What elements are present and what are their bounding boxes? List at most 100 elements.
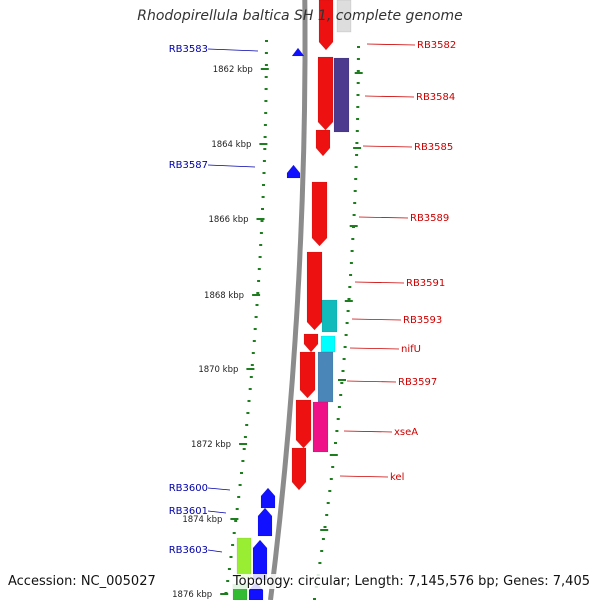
- gene-label-left: RB3600: [169, 483, 208, 494]
- tick-dot: [259, 244, 263, 246]
- tick-dot: [334, 442, 337, 444]
- tick-dot: [237, 496, 241, 498]
- gene-layer: [232, 0, 352, 601]
- gene-label-right: RB3591: [406, 278, 445, 289]
- tick-dot: [357, 46, 360, 48]
- tick-dot: [263, 148, 267, 150]
- gene-arrow: [286, 164, 301, 179]
- backbone-line: [268, 0, 308, 601]
- tick-dot: [261, 196, 265, 198]
- gene-label-left: RB3603: [169, 545, 208, 556]
- tick-dot: [258, 256, 262, 258]
- scale-label: 1864 kbp: [211, 140, 251, 150]
- gene-block: [317, 351, 334, 403]
- leader-line: [354, 281, 405, 284]
- tick-dot: [313, 598, 316, 600]
- tick-dot: [353, 190, 357, 192]
- scale-major-tick: [329, 454, 338, 456]
- tick-dot: [339, 394, 343, 396]
- tick-dot: [227, 568, 231, 570]
- tick-dot: [354, 178, 358, 180]
- tick-dot: [256, 292, 260, 294]
- leader-line: [366, 43, 416, 46]
- tick-dot: [240, 472, 243, 474]
- tick-dot: [265, 40, 268, 42]
- tick-dot: [238, 484, 242, 486]
- gene-label-right: RB3584: [416, 92, 455, 103]
- leader-line: [207, 48, 259, 52]
- tick-dot: [318, 562, 322, 564]
- gene-block: [312, 401, 329, 453]
- tick-dot: [356, 106, 360, 108]
- tick-dot: [234, 520, 238, 522]
- leader-line: [343, 430, 393, 433]
- genome-summary: Topology: circular; Length: 7,145,576 bp…: [232, 574, 590, 589]
- tick-dot: [226, 580, 230, 582]
- scale-major-tick: [230, 518, 239, 520]
- leader-line: [207, 510, 227, 514]
- gene-label-right: RB3597: [398, 377, 437, 388]
- tick-dot: [354, 166, 358, 168]
- tick-dot: [341, 370, 345, 372]
- tick-dot: [264, 112, 268, 114]
- tick-dot: [345, 322, 349, 324]
- gene-block: [336, 0, 352, 33]
- scale-label: 1876 kbp: [172, 590, 212, 600]
- gene-label-right: RB3593: [403, 315, 442, 326]
- tick-dot: [264, 100, 268, 102]
- tick-dot: [257, 280, 261, 282]
- tick-dot: [350, 250, 354, 252]
- tick-dot: [329, 478, 333, 480]
- leader-line: [346, 380, 397, 383]
- tick-dot: [245, 424, 249, 426]
- gene-block: [333, 57, 350, 133]
- tick-dot: [262, 172, 266, 174]
- tick-dot: [243, 436, 247, 438]
- gene-arrow: [291, 47, 305, 57]
- scale-major-tick: [239, 443, 248, 445]
- gene-arrow: [315, 129, 331, 157]
- scale-major-tick: [354, 72, 363, 74]
- tick-dot: [257, 268, 261, 270]
- leader-line: [207, 549, 223, 553]
- leader-line: [358, 216, 409, 219]
- backbone-layer: [268, 0, 308, 601]
- tick-dot: [349, 262, 353, 264]
- gene-label-right: nifU: [401, 344, 421, 355]
- tick-dot: [264, 88, 268, 90]
- gene-arrow: [291, 447, 307, 491]
- map-title: Rhodopirellula baltica SH 1, complete ge…: [137, 8, 463, 24]
- gene-block: [321, 299, 338, 333]
- leader-line: [207, 164, 256, 168]
- tick-dot: [355, 154, 359, 156]
- tick-dot: [342, 358, 346, 360]
- scale-label: 1862 kbp: [213, 65, 253, 75]
- tick-dot: [348, 286, 352, 288]
- tick-dot: [353, 202, 357, 204]
- tick-dot: [320, 550, 324, 552]
- tick-dot: [356, 70, 360, 72]
- tick-dot: [344, 334, 348, 336]
- tick-dot: [352, 214, 356, 216]
- leader-line: [339, 475, 389, 478]
- gene-arrow: [260, 487, 276, 509]
- gene-arrow: [306, 251, 323, 331]
- tick-dot: [260, 220, 264, 222]
- tick-dot: [355, 142, 359, 144]
- gene-block: [320, 335, 336, 353]
- leader-line: [362, 145, 413, 148]
- tick-dot: [262, 160, 266, 162]
- gene-arrow: [318, 0, 334, 51]
- tick-dot: [323, 526, 327, 528]
- tick-dot: [247, 400, 251, 402]
- gene-label-right: RB3582: [417, 40, 456, 51]
- tick-dot: [264, 64, 268, 66]
- tick-dot: [252, 340, 256, 342]
- scale-major-tick: [259, 143, 268, 145]
- gene-label-left: RB3583: [169, 44, 208, 55]
- tick-dot: [326, 502, 330, 504]
- tick-dot: [241, 460, 245, 462]
- tick-dot: [255, 304, 259, 306]
- gene-label-right: xseA: [394, 427, 418, 438]
